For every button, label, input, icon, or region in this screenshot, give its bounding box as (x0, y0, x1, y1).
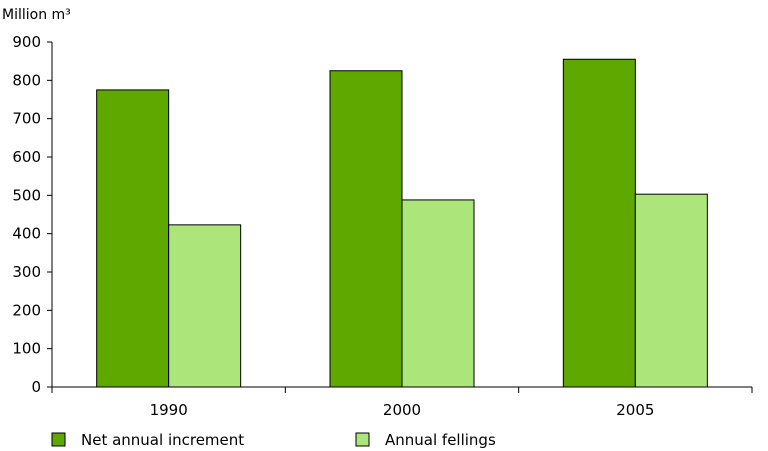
y-tick-label: 700 (12, 110, 41, 128)
y-tick-label: 600 (12, 148, 41, 166)
y-tick-label: 400 (12, 225, 41, 243)
legend: Net annual increment Annual fellings (51, 431, 496, 449)
y-tick-label: 800 (12, 71, 41, 89)
x-category-label: 1990 (150, 401, 188, 419)
y-tick-label: 200 (12, 301, 41, 319)
axes (51, 42, 753, 393)
y-axis-ticks: 0 100 200 300 400 500 600 700 800 900 (12, 33, 52, 396)
bar-net-annual-increment-2000 (329, 70, 403, 388)
bar-net-annual-increment-2005 (562, 58, 636, 388)
legend-label: Net annual increment (81, 431, 244, 449)
legend-swatch (355, 432, 370, 447)
x-axis-labels: 1990 2000 2005 (150, 401, 655, 419)
x-category-label: 2000 (383, 401, 421, 419)
y-tick-label: 300 (12, 263, 41, 281)
legend-swatch (51, 432, 66, 447)
y-tick-label: 900 (12, 33, 41, 51)
y-tick-label: 0 (31, 378, 41, 396)
legend-label: Annual fellings (385, 431, 496, 449)
bars (96, 58, 708, 388)
y-tick-label: 100 (12, 340, 41, 358)
bar-annual-fellings-2005 (634, 193, 708, 388)
x-category-label: 2005 (616, 401, 654, 419)
y-axis-unit-label: Million m³ (2, 7, 71, 23)
y-tick-label: 500 (12, 186, 41, 204)
bar-annual-fellings-1990 (168, 224, 242, 388)
bar-annual-fellings-2000 (401, 199, 475, 388)
bar-net-annual-increment-1990 (96, 89, 170, 388)
